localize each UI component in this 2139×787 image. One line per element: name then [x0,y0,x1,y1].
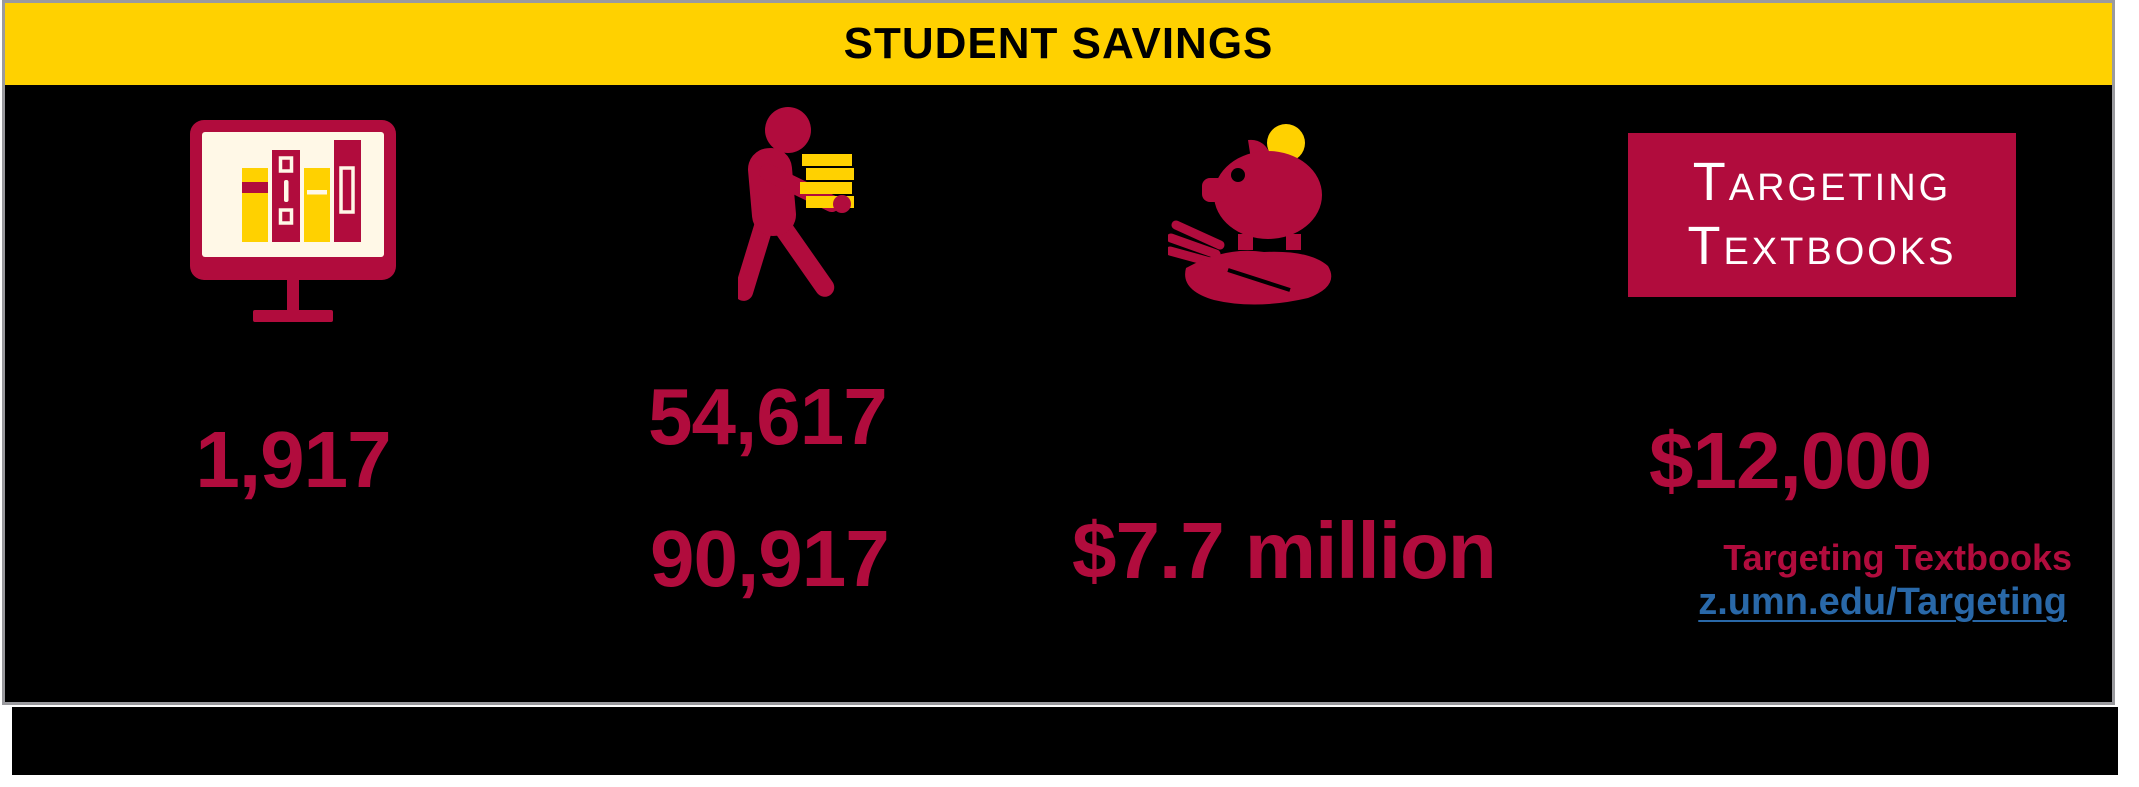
caption-targeting-textbooks: Targeting Textbooks [1723,537,2072,578]
targeting-textbooks-badge: Targeting Textbooks [1628,133,2016,297]
person-carrying-books-icon [734,104,858,331]
stat-value-4: $12,000 [1649,416,1932,505]
targeting-link[interactable]: z.umn.edu/Targeting [1698,581,2067,623]
badge-line-1: Targeting [1692,152,1952,213]
stat-value-3: $7.7 million [1072,506,1497,595]
stat-value-1: 1,917 [195,415,391,504]
piggy-bank-on-hand-icon [1165,118,1354,315]
bottom-bar [12,707,2118,775]
infographic-frame: STUDENT SAVINGS [2,0,2115,705]
stat-value-2b: 90,917 [650,514,890,603]
page-title: STUDENT SAVINGS [843,19,1274,68]
monitor-with-books-icon [190,120,398,327]
header-bar: STUDENT SAVINGS [5,3,2112,85]
stat-value-2a: 54,617 [648,372,888,461]
badge-line-2: Textbooks [1687,216,1957,276]
